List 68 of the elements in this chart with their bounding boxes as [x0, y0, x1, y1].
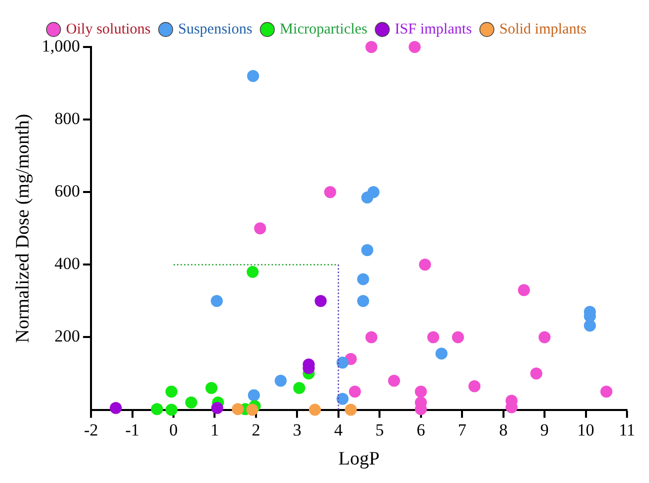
point	[308, 404, 321, 416]
point	[584, 320, 596, 332]
legend-label: Microparticles	[280, 21, 368, 38]
point	[336, 392, 349, 405]
x-tick-label: 1	[210, 420, 219, 440]
point	[211, 402, 224, 414]
legend-label: ISF implants	[394, 21, 472, 38]
point	[600, 386, 612, 398]
x-tick-label: 5	[375, 420, 384, 440]
legend-label: Suspensions	[178, 21, 252, 38]
point	[408, 41, 421, 53]
point	[205, 382, 218, 394]
point	[388, 374, 400, 387]
y-tick-label: 200	[54, 326, 80, 346]
x-tick-label: 7	[458, 420, 467, 440]
point	[361, 244, 374, 256]
legend-label: Oily solutions	[66, 21, 151, 38]
point	[110, 402, 122, 414]
point	[324, 186, 336, 198]
point	[344, 404, 357, 416]
point	[518, 284, 530, 296]
point	[435, 348, 448, 360]
point	[246, 404, 258, 416]
y-tick-label: 1,000	[42, 36, 80, 56]
point	[185, 396, 198, 409]
point	[538, 331, 551, 344]
point	[530, 368, 542, 380]
y-tick-label: 400	[54, 254, 80, 274]
point	[336, 356, 349, 369]
point	[414, 386, 427, 398]
point	[232, 403, 244, 416]
x-axis-title: LogP	[338, 448, 380, 470]
x-tick-label: 11	[618, 420, 636, 440]
y-tick-label: 600	[54, 182, 80, 201]
point	[254, 222, 266, 234]
point	[367, 186, 380, 198]
point	[293, 382, 306, 394]
point	[357, 294, 370, 307]
point	[210, 294, 223, 307]
point	[248, 389, 260, 402]
point	[452, 331, 464, 344]
point	[427, 331, 440, 344]
x-tick-label: 0	[169, 420, 178, 440]
point	[151, 403, 164, 416]
x-tick-label: 10	[577, 420, 594, 440]
point	[165, 386, 178, 398]
x-tick-label: -1	[125, 420, 140, 440]
point	[314, 294, 327, 307]
x-tick-label: 2	[252, 420, 260, 440]
point	[365, 331, 378, 344]
point	[365, 41, 378, 53]
x-tick-label: 3	[292, 420, 302, 440]
point	[357, 273, 370, 286]
x-tick-label: 9	[540, 420, 549, 440]
x-tick-label: 6	[416, 420, 426, 440]
x-tick-label: 8	[499, 420, 508, 440]
y-tick-label: 800	[54, 109, 80, 128]
point	[468, 380, 480, 392]
point	[418, 258, 431, 271]
point	[165, 404, 178, 416]
point	[348, 386, 361, 398]
x-tick-label: -2	[84, 420, 98, 440]
point	[247, 70, 260, 82]
y-axis-title: Normalized Dose (mg/month)	[12, 114, 34, 343]
point	[246, 266, 259, 278]
point	[274, 374, 287, 387]
x-tick-label: 4	[334, 420, 344, 440]
legend-label: Solid implants	[499, 21, 587, 38]
